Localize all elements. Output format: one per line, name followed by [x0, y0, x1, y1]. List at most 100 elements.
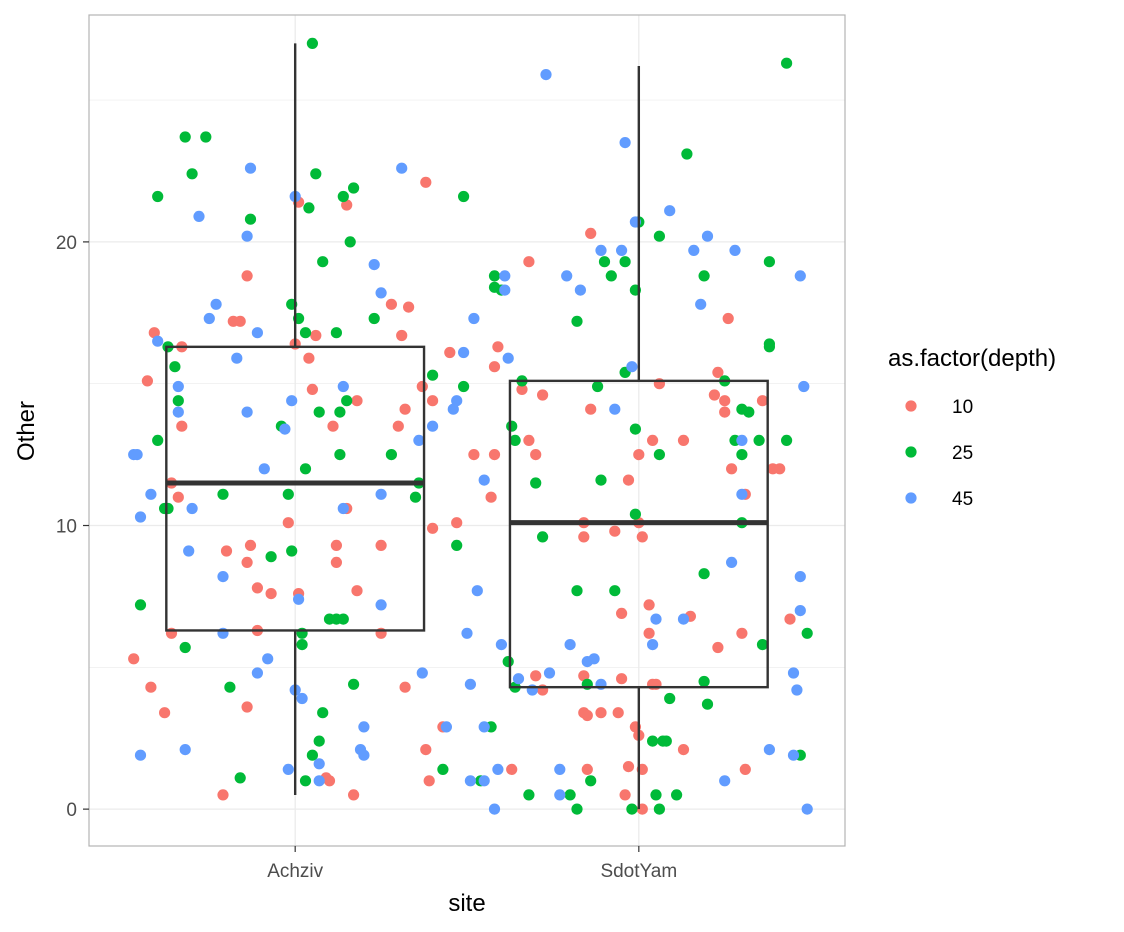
data-point-depth-45	[440, 721, 452, 733]
data-point-depth-10	[327, 420, 339, 432]
data-point-depth-25	[224, 681, 236, 693]
data-point-depth-10	[241, 556, 253, 569]
data-point-depth-25	[179, 131, 191, 143]
data-point-depth-25	[306, 37, 318, 50]
legend-title: as.factor(depth)	[888, 345, 1056, 372]
data-point-depth-25	[152, 190, 164, 203]
data-point-depth-45	[251, 667, 263, 679]
data-point-depth-45	[258, 463, 270, 475]
data-point-depth-10	[420, 744, 432, 756]
data-point-depth-10	[616, 673, 628, 685]
data-point-depth-45	[736, 434, 748, 446]
data-point-depth-45	[564, 639, 576, 651]
data-point-depth-25	[244, 213, 257, 225]
data-point-depth-45	[726, 556, 738, 569]
panel-border	[88, 14, 846, 847]
data-point-depth-45	[358, 749, 370, 761]
data-point-depth-25	[179, 641, 191, 654]
data-point-depth-10	[633, 449, 645, 461]
data-point-depth-25	[756, 639, 769, 651]
data-point-depth-25	[313, 735, 325, 747]
data-point-depth-10	[141, 375, 153, 387]
y-axis-ticks: 0 10 20	[56, 233, 89, 821]
data-point-depth-10	[330, 539, 342, 552]
data-point-depth-10	[323, 775, 336, 787]
data-point-depth-25	[299, 463, 312, 475]
data-point-depth-25	[592, 380, 604, 393]
data-point-depth-25	[162, 502, 174, 515]
data-point-depth-10	[523, 256, 535, 268]
data-point-depth-10	[756, 395, 769, 407]
data-point-depth-10	[241, 270, 253, 282]
data-point-depth-45	[464, 678, 476, 690]
data-point-depth-10	[427, 395, 439, 407]
data-point-depth-25	[571, 585, 583, 597]
data-point-depth-25	[134, 599, 147, 611]
data-point-depth-45	[183, 545, 195, 557]
y-axis-title: Other	[13, 401, 40, 461]
data-point-depth-10	[416, 380, 428, 393]
data-point-depth-10	[375, 539, 387, 552]
data-point-depth-45	[296, 692, 308, 705]
data-point-depth-10	[643, 599, 655, 611]
data-point-depth-45	[677, 613, 690, 625]
data-point-depth-10	[739, 763, 751, 776]
legend-key	[905, 446, 917, 458]
data-point-depth-10	[148, 327, 160, 339]
data-point-depth-10	[399, 681, 411, 693]
data-point-depth-10	[420, 176, 432, 188]
data-point-depth-10	[234, 315, 246, 327]
data-point-depth-25	[626, 803, 638, 815]
legend: as.factor(depth) 10 25 45	[888, 345, 1056, 510]
data-point-depth-10	[444, 346, 456, 359]
data-point-depth-45	[787, 667, 800, 679]
data-point-depth-10	[423, 775, 435, 787]
data-point-depth-45	[736, 488, 748, 500]
data-point-depth-45	[241, 406, 253, 418]
x-axis-ticks: Achziv SdotYam	[267, 846, 677, 882]
data-point-depth-10	[643, 627, 655, 639]
data-point-depth-45	[337, 380, 349, 393]
data-point-depth-45	[478, 474, 490, 486]
data-point-depth-10	[622, 474, 635, 486]
data-point-depth-25	[585, 775, 597, 787]
data-point-depth-45	[262, 653, 274, 665]
data-point-depth-25	[509, 434, 521, 446]
data-point-depth-25	[698, 568, 710, 580]
data-point-depth-10	[595, 707, 607, 719]
data-point-depth-10	[488, 361, 501, 373]
data-point-depth-10	[351, 585, 363, 597]
data-point-depth-25	[763, 338, 776, 350]
data-point-depth-25	[310, 168, 322, 180]
data-point-depth-25	[172, 395, 184, 407]
data-point-depth-25	[334, 449, 346, 461]
x-axis-title: site	[448, 890, 485, 917]
data-point-depth-25	[801, 627, 813, 639]
data-point-depth-25	[427, 369, 439, 381]
data-point-depth-10	[303, 352, 315, 364]
data-point-depth-25	[595, 474, 607, 486]
data-point-depth-45	[626, 361, 638, 373]
data-point-depth-45	[650, 613, 662, 625]
data-point-depth-25	[653, 230, 666, 242]
data-point-depth-25	[313, 406, 325, 418]
data-point-depth-10	[348, 789, 360, 801]
data-point-depth-25	[609, 585, 621, 597]
data-point-depth-45	[461, 627, 473, 639]
data-point-depth-25	[653, 803, 666, 815]
data-point-depth-25	[629, 508, 642, 520]
data-point-depth-45	[231, 352, 243, 364]
data-point-depth-25	[781, 434, 793, 446]
data-point-depth-10	[585, 403, 597, 415]
data-point-depth-45	[368, 259, 380, 271]
data-point-depth-45	[574, 284, 587, 296]
data-point-depth-25	[743, 406, 755, 418]
data-point-depth-25	[152, 434, 164, 446]
legend-label: 10	[952, 397, 973, 418]
data-point-depth-10	[306, 383, 318, 395]
data-point-depth-25	[385, 449, 397, 461]
data-point-depth-25	[282, 488, 294, 500]
data-point-depth-45	[375, 287, 387, 299]
data-point-depth-25	[681, 148, 693, 160]
data-point-depth-45	[492, 763, 504, 776]
